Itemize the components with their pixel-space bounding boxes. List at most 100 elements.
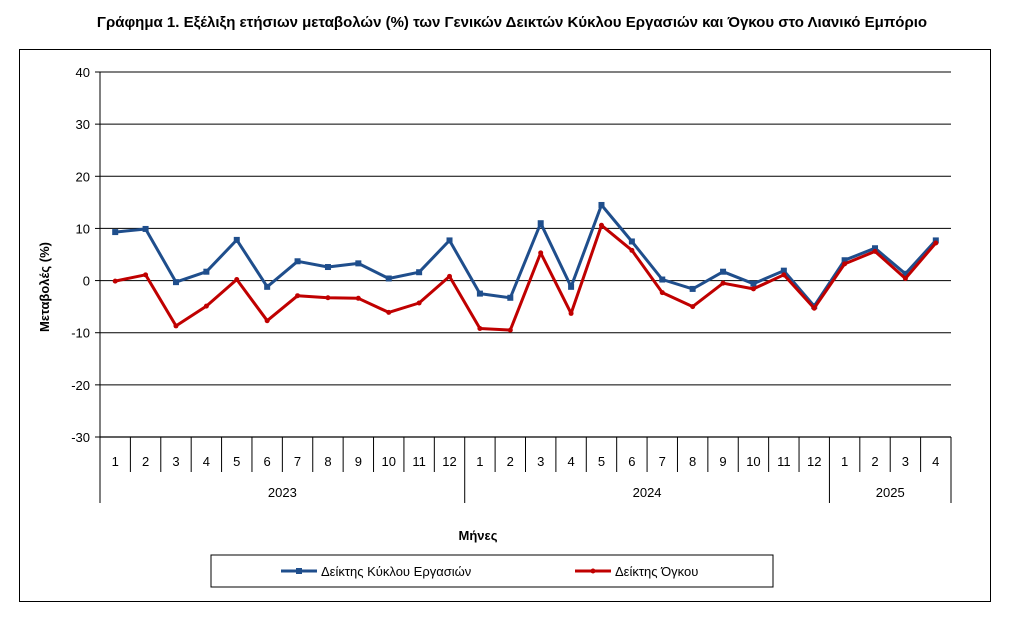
data-point [173,323,179,329]
data-point [324,264,331,271]
y-tick-label: 0 [83,274,90,289]
data-point [143,272,149,278]
data-point [598,201,605,208]
month-label: 6 [264,454,271,469]
data-point [385,275,392,282]
month-label: 10 [746,454,760,469]
data-point [416,269,423,276]
x-axis-label: Μήνες [459,528,498,543]
data-point [841,257,848,264]
month-label: 10 [381,454,395,469]
data-point [902,275,908,281]
data-point [112,278,118,284]
month-label: 11 [777,454,791,469]
month-label: 4 [932,454,939,469]
data-point [112,229,119,236]
data-point [416,300,422,306]
data-point [842,261,848,267]
data-point [507,294,514,301]
data-point [264,283,271,290]
data-point [568,283,575,290]
year-label: 2023 [268,485,297,500]
data-point [780,267,787,274]
data-point [932,237,939,244]
data-point [872,248,878,254]
data-point [933,240,939,246]
month-label: 8 [689,454,696,469]
series-layer [112,201,939,333]
month-label: 6 [628,454,635,469]
data-point [355,260,362,267]
y-axis-label: Μεταβολές (%) [37,242,52,332]
data-point [659,290,665,296]
data-point [477,326,483,332]
data-point [537,220,544,227]
y-tick-label: -20 [71,378,90,393]
month-label: 3 [537,454,544,469]
data-point [628,238,635,245]
data-point [294,258,301,265]
month-label: 7 [659,454,666,469]
data-point [689,285,696,292]
month-label: 3 [902,454,909,469]
data-point [598,222,604,228]
data-point [720,268,727,275]
chart-title: Γράφημα 1. Εξέλιξη ετήσιων μεταβολών (%)… [96,14,928,31]
legend-marker [296,568,302,574]
y-tick-label: -10 [71,326,90,341]
y-tick-label: 40 [76,65,90,80]
month-label: 12 [442,454,456,469]
month-label: 5 [233,454,240,469]
y-tick-label: 30 [76,117,90,132]
month-label: 1 [476,454,483,469]
gridlines [100,71,951,438]
data-point [720,280,726,286]
data-point [811,305,817,311]
data-point [629,247,635,253]
data-point [659,276,666,283]
month-label: 4 [203,454,210,469]
year-label: 2024 [633,485,662,500]
data-point [507,327,513,333]
data-point [690,304,696,310]
data-point [386,309,392,315]
month-label: 9 [355,454,362,469]
data-point [568,310,574,316]
data-point [538,250,544,256]
data-point [172,279,179,286]
data-point [750,280,757,287]
data-point [355,295,361,301]
legend: Δείκτης Κύκλου Εργασιών Δείκτης Όγκου [210,554,774,588]
month-label: 8 [324,454,331,469]
month-label: 2 [142,454,149,469]
month-label: 5 [598,454,605,469]
y-tick-label: -30 [71,430,90,445]
data-point [447,273,453,279]
month-label: 12 [807,454,821,469]
y-tick-label: 10 [76,221,90,236]
data-point [234,277,240,283]
month-label: 1 [841,454,848,469]
data-point [872,245,879,252]
y-axis: -30 -20 -10 0 10 20 30 40 [71,65,101,503]
year-label: 2025 [876,485,905,500]
data-point [750,286,756,292]
data-point [264,318,270,324]
month-label: 1 [112,454,119,469]
month-label: 3 [172,454,179,469]
month-label: 11 [412,454,426,469]
month-label: 4 [567,454,574,469]
legend-label: Δείκτης Όγκου [615,564,698,579]
month-label: 9 [719,454,726,469]
month-label: 2 [871,454,878,469]
month-label: 2 [507,454,514,469]
data-point [203,303,209,309]
data-point [781,272,787,278]
data-point [902,270,909,277]
legend-marker [590,568,596,574]
data-point [476,290,483,297]
data-point [233,236,240,243]
data-point [142,225,149,232]
